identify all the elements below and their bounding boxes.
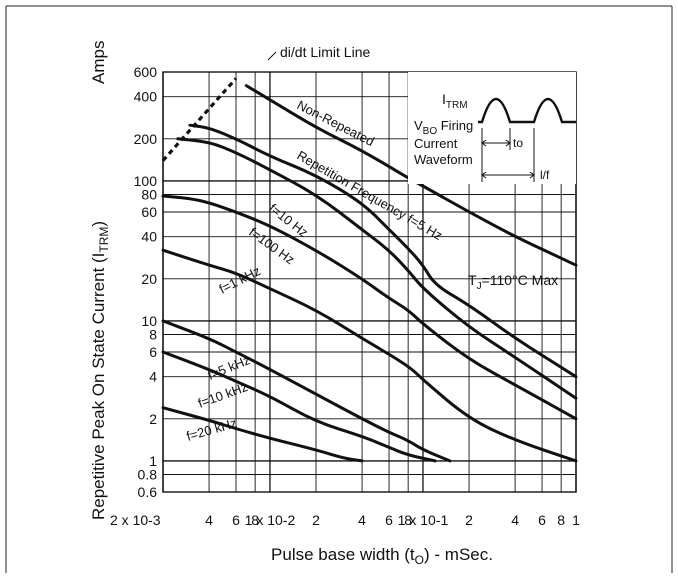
inset-waveform-trace xyxy=(478,98,576,124)
y-axis-unit: Amps xyxy=(89,41,108,84)
inset-vbo-tail: Firing xyxy=(437,118,473,133)
y-tick-label: 8 xyxy=(149,327,157,343)
inset-vbo-sub: BO xyxy=(423,126,438,137)
x-tick-label: 8 xyxy=(557,512,565,528)
limit-line-group xyxy=(161,77,238,162)
x-tick-label: 1 xyxy=(572,512,580,528)
tj-label: TJ=110°C Max xyxy=(468,272,558,292)
series-curve-2 xyxy=(188,123,578,379)
x-tick-label: 4 xyxy=(358,512,366,528)
waveform-inset: ITRM VBO Firing Current Waveform to l/f xyxy=(408,72,576,184)
x-tick-label: 1 x 10-2 xyxy=(245,512,296,528)
tj-sub: J xyxy=(477,281,482,292)
y-tick-label: 6 xyxy=(149,344,157,360)
inset-period-arrowhead-r xyxy=(529,171,535,179)
inset-to-label: to xyxy=(513,136,523,150)
limit-line-label: di/dt Limit Line xyxy=(280,44,370,60)
inset-background xyxy=(408,72,576,184)
x-tick-label: 6 xyxy=(232,512,240,528)
y-tick-label: 0.8 xyxy=(138,467,158,483)
series-curve-8 xyxy=(161,406,364,463)
y-axis-title-tail: ) xyxy=(89,221,108,227)
inset-itrm-sub: TRM xyxy=(446,100,468,111)
figure-border xyxy=(5,5,673,573)
series-curve-7 xyxy=(161,350,437,463)
inset-period-label: l/f xyxy=(540,168,550,182)
series-group xyxy=(161,84,578,463)
y-tick-label: 80 xyxy=(141,187,157,203)
limit-line xyxy=(161,77,238,162)
inset-to-arrowhead-r xyxy=(505,139,511,147)
y-axis-title-sub: TRM xyxy=(97,227,111,253)
y-tick-label: 60 xyxy=(141,204,157,220)
tj-tail: =110°C Max xyxy=(482,272,559,288)
x-tick-label: 2 x 10-3 xyxy=(110,512,161,528)
y-tick-label: 40 xyxy=(141,229,157,245)
series-curve-6 xyxy=(161,319,452,463)
y-tick-label: 0.6 xyxy=(138,484,158,500)
inset-itrm-main: I xyxy=(442,91,446,107)
tj-annotation: TJ=110°C Max xyxy=(468,272,558,292)
inset-itrm: ITRM xyxy=(442,91,468,111)
inset-vbo: VBO Firing xyxy=(414,118,473,137)
x-axis-title: Pulse base width (tO) - mSec. xyxy=(271,545,493,567)
y-axis-title: Repetitive Peak On State Current (ITRM) xyxy=(89,221,111,520)
y-tick-label: 4 xyxy=(149,369,157,385)
x-tick-label: 2 xyxy=(312,512,320,528)
y-axis-title-main: Repetitive Peak On State Current (I xyxy=(89,253,108,520)
inset-to-arrowhead-l xyxy=(481,139,487,147)
y-tick-label: 200 xyxy=(134,131,158,147)
y-tick-label: 20 xyxy=(141,271,157,287)
series-curve-5 xyxy=(161,248,578,463)
inset-period-arrowhead-l xyxy=(481,171,487,179)
label-f-20khz: f=20 kHz xyxy=(185,415,239,444)
x-tick-label: 4 xyxy=(511,512,519,528)
y-tick-label: 400 xyxy=(134,89,158,105)
y-tick-label: 2 xyxy=(149,411,157,427)
tick-labels: 2 x 10-3 4 6 81 x 10-2 2 4 6 81 x 10-1 2 4 6 8 16004… xyxy=(110,64,580,528)
x-tick-label: 6 xyxy=(538,512,546,528)
x-axis-title-tail: ) - mSec. xyxy=(424,545,493,564)
inset-current: Current xyxy=(414,136,458,151)
label-f-10khz: f=10 kHz xyxy=(196,379,250,411)
x-tick-label: 4 xyxy=(205,512,213,528)
x-tick-label: 8 xyxy=(251,512,259,528)
y-tick-label: 1 xyxy=(149,453,157,469)
limit-line-arrow xyxy=(267,51,277,61)
x-tick-label: 6 xyxy=(385,512,393,528)
x-tick-label: 1 x 10-1 xyxy=(398,512,449,528)
series-curve-1 xyxy=(244,84,578,267)
x-tick-label: 2 xyxy=(465,512,473,528)
series-curve-3 xyxy=(176,137,578,400)
inset-waveform: Waveform xyxy=(414,152,473,167)
inset-vbo-main: V xyxy=(414,118,423,133)
tj-main: T xyxy=(468,272,477,288)
plot-frame xyxy=(162,71,577,493)
x-axis-title-sub: O xyxy=(415,553,424,567)
x-axis-title-main: Pulse base width (t xyxy=(271,545,415,564)
x-tick-label: 8 xyxy=(404,512,412,528)
series-curve-4 xyxy=(161,194,578,421)
y-tick-label: 100 xyxy=(134,173,158,189)
y-tick-label: 600 xyxy=(134,64,158,80)
y-tick-label: 10 xyxy=(141,313,157,329)
